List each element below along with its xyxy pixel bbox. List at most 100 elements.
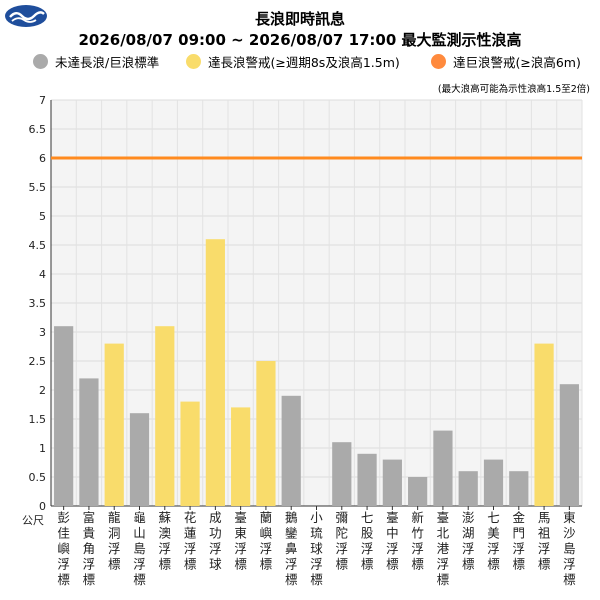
x-tick-label: 臺 xyxy=(234,510,247,525)
x-tick-label: 標 xyxy=(310,572,323,587)
x-tick-label: 浮 xyxy=(487,541,500,556)
x-tick-label: 鵝 xyxy=(285,510,298,525)
bar xyxy=(433,430,453,506)
x-tick-label: 標 xyxy=(361,557,374,572)
x-tick-label: 浮 xyxy=(310,557,323,572)
x-tick-label: 浮 xyxy=(234,541,247,556)
bar xyxy=(534,343,554,506)
bar xyxy=(357,453,377,506)
x-tick-label: 浮 xyxy=(336,541,349,556)
x-tick-label: 馬 xyxy=(538,510,551,525)
x-tick-label: 浮 xyxy=(411,541,424,556)
x-tick-label: 標 xyxy=(437,572,450,587)
y-tick-label: 0 xyxy=(39,500,46,513)
x-tick-label: 陀 xyxy=(336,526,349,541)
bar xyxy=(458,471,478,506)
x-tick-label: 功 xyxy=(209,526,222,541)
x-tick-label: 標 xyxy=(487,557,500,572)
x-tick-label: 標 xyxy=(411,557,424,572)
y-tick-label: 6.5 xyxy=(29,123,47,136)
legend-label: 達長浪警戒(≥週期8s及浪高1.5m) xyxy=(208,55,400,70)
x-tick-label: 成 xyxy=(209,510,222,525)
x-tick-label: 浮 xyxy=(538,541,551,556)
x-tick-label: 祖 xyxy=(538,526,551,541)
x-tick-label: 浮 xyxy=(386,541,399,556)
x-tick-label: 浮 xyxy=(563,557,576,572)
x-tick-label: 美 xyxy=(487,526,500,541)
x-tick-label: 浮 xyxy=(361,541,374,556)
x-tick-label: 蓮 xyxy=(184,526,197,541)
x-tick-label: 標 xyxy=(159,557,172,572)
x-tick-label: 澎 xyxy=(462,510,475,525)
x-tick-label: 彭 xyxy=(57,510,70,525)
x-tick-label: 浮 xyxy=(184,541,197,556)
x-tick-label: 中 xyxy=(386,526,399,541)
x-tick-label: 球 xyxy=(209,557,222,572)
x-tick-label: 浮 xyxy=(83,557,96,572)
x-tick-label: 嶼 xyxy=(57,541,70,556)
x-tick-label: 標 xyxy=(563,572,576,587)
x-tick-label: 富 xyxy=(83,510,96,525)
x-tick-label: 金 xyxy=(513,510,526,525)
x-tick-label: 標 xyxy=(260,557,273,572)
x-tick-label: 沙 xyxy=(563,526,576,541)
x-tick-label: 標 xyxy=(108,557,121,572)
y-tick-label: 3 xyxy=(39,326,46,339)
y-unit-label: 公尺 xyxy=(22,514,44,527)
x-tick-label: 嶼 xyxy=(260,526,273,541)
x-tick-label: 標 xyxy=(184,557,197,572)
y-tick-label: 2.5 xyxy=(29,355,47,368)
x-tick-label: 標 xyxy=(462,557,475,572)
x-tick-label: 山 xyxy=(133,526,146,541)
legend-swatch-gray xyxy=(33,54,48,69)
y-tick-label: 2 xyxy=(39,384,46,397)
x-tick-label: 龍 xyxy=(108,510,121,525)
bar xyxy=(79,378,99,506)
x-tick-label: 貴 xyxy=(83,526,96,541)
bar xyxy=(408,477,428,506)
x-tick-label: 標 xyxy=(386,557,399,572)
x-tick-label: 港 xyxy=(437,541,450,556)
legend-item-long-wave-warning: 達長浪警戒(≥週期8s及浪高1.5m) xyxy=(186,52,400,71)
x-tick-label: 標 xyxy=(133,572,146,587)
x-tick-label: 東 xyxy=(563,510,576,525)
x-tick-label: 鑾 xyxy=(285,526,298,541)
x-tick-label: 小 xyxy=(310,510,323,525)
y-tick-label: 4 xyxy=(39,268,46,281)
x-tick-label: 琉 xyxy=(310,526,323,541)
x-tick-label: 澳 xyxy=(159,526,172,541)
bar xyxy=(559,384,579,506)
x-tick-label: 浮 xyxy=(462,541,475,556)
x-tick-label: 角 xyxy=(83,541,96,556)
x-tick-label: 標 xyxy=(285,572,298,587)
x-tick-label: 龜 xyxy=(133,510,146,525)
x-tick-label: 島 xyxy=(563,541,576,556)
logo-icon xyxy=(5,5,47,27)
x-tick-label: 臺 xyxy=(386,510,399,525)
x-tick-label: 浮 xyxy=(159,541,172,556)
bar xyxy=(332,442,352,506)
bar xyxy=(231,407,251,506)
x-tick-label: 佳 xyxy=(57,526,70,541)
x-tick-label: 東 xyxy=(234,526,247,541)
x-tick-label: 浮 xyxy=(260,541,273,556)
legend-swatch-yellow xyxy=(186,54,201,69)
x-tick-label: 浮 xyxy=(209,541,222,556)
y-tick-label: 1.5 xyxy=(29,413,47,426)
x-tick-label: 花 xyxy=(184,510,197,525)
x-tick-label: 浮 xyxy=(57,557,70,572)
x-tick-label: 標 xyxy=(83,572,96,587)
x-tick-label: 湖 xyxy=(462,526,475,541)
bar xyxy=(483,459,504,506)
y-tick-label: 7 xyxy=(39,94,46,107)
bar xyxy=(180,401,200,506)
bar xyxy=(281,395,301,506)
bar xyxy=(205,239,225,506)
x-tick-label: 洞 xyxy=(108,526,121,541)
x-tick-label: 北 xyxy=(437,526,450,541)
y-tick-label: 5 xyxy=(39,210,46,223)
legend-item-huge-wave-warning: 達巨浪警戒(≥浪高6m) xyxy=(431,52,581,71)
bar xyxy=(509,471,529,506)
x-tick-label: 浮 xyxy=(513,541,526,556)
bar xyxy=(155,326,175,506)
